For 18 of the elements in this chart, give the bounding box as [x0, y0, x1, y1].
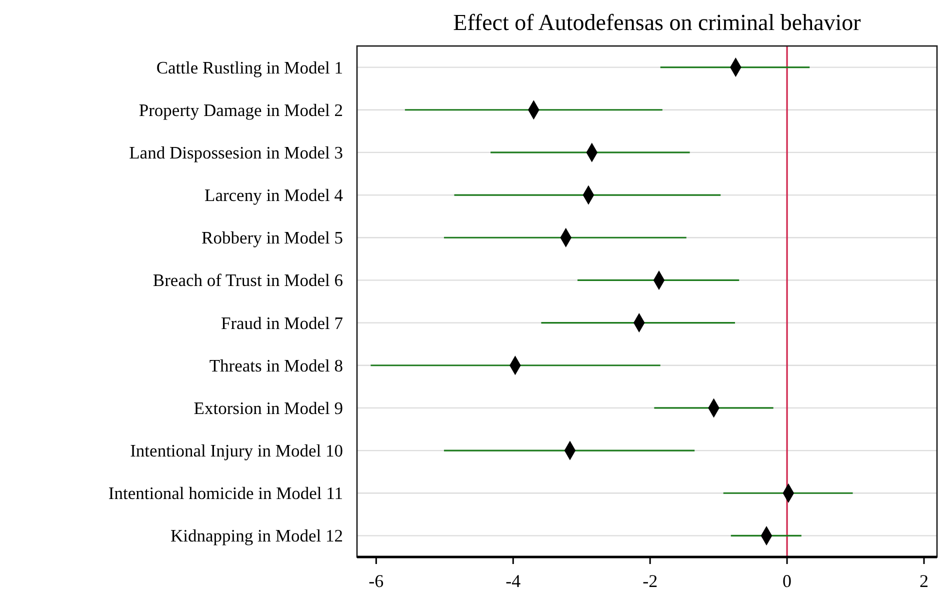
y-tick-label: Extorsion in Model 9	[194, 398, 344, 418]
y-tick-label: Fraud in Model 7	[220, 312, 344, 333]
y-tick-label: Property Damage in Model 2	[138, 100, 343, 120]
x-tick-label: 0	[782, 571, 792, 591]
y-tick-label: Intentional Injury in Model 10	[130, 440, 344, 461]
x-tick-label: -4	[506, 571, 521, 591]
y-tick-label: Threats in Model 8	[209, 355, 344, 376]
x-tick-label: -2	[642, 571, 658, 591]
x-tick-label: -6	[368, 571, 384, 591]
y-tick-label: Robbery in Model 5	[202, 228, 344, 248]
y-tick-label: Cattle Rustling in Model 1	[156, 57, 343, 78]
y-tick-label: Kidnapping in Model 12	[170, 526, 343, 546]
y-tick-label: Breach of Trust in Model 6	[152, 270, 344, 290]
y-tick-label: Larceny in Model 4	[204, 185, 344, 206]
x-tick-label: 2	[919, 571, 928, 591]
chart-title: Effect of Autodefensas on criminal behavior	[453, 10, 862, 35]
y-tick-label: Land Dispossesion in Model 3	[129, 142, 344, 162]
y-tick-label: Intentional homicide in Model 11	[108, 483, 343, 504]
